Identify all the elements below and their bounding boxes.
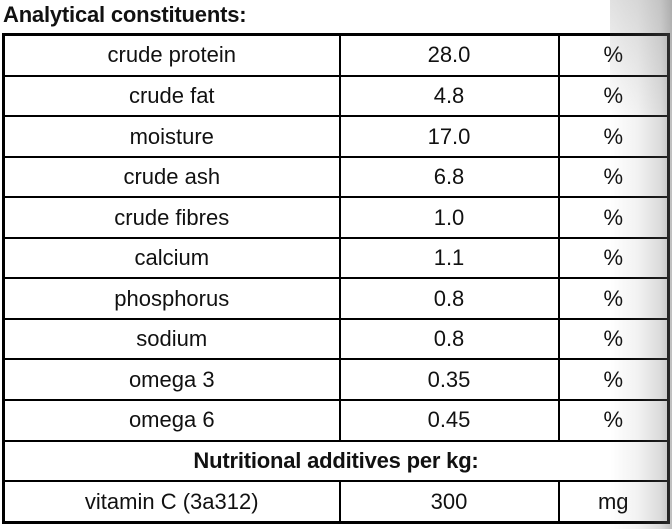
constituent-value: 0.8	[338, 277, 560, 320]
table-row: calcium 1.1 %	[2, 236, 670, 280]
constituent-unit: %	[557, 115, 670, 158]
additive-name: vitamin C (3a312)	[2, 480, 341, 524]
constituent-unit: %	[557, 277, 670, 320]
constituent-unit: %	[557, 236, 670, 280]
constituent-value: 28.0	[338, 33, 560, 77]
constituent-name: crude fibres	[2, 196, 341, 239]
nutritional-additives-header: Nutritional additives per kg:	[2, 439, 670, 483]
constituent-name: omega 6	[2, 399, 341, 442]
additive-value: 300	[338, 480, 560, 524]
constituent-name: crude fat	[2, 74, 341, 118]
constituent-name: calcium	[2, 236, 341, 280]
table-row: omega 3 0.35 %	[2, 358, 670, 402]
constituent-value: 4.8	[338, 74, 560, 118]
table-row: crude protein 28.0 %	[2, 33, 670, 77]
constituent-value: 0.35	[338, 358, 560, 402]
constituent-unit: %	[557, 74, 670, 118]
constituent-name: crude ash	[2, 155, 341, 199]
constituent-value: 1.1	[338, 236, 560, 280]
constituent-value: 1.0	[338, 196, 560, 239]
analytical-constituents-table: crude protein 28.0 % crude fat 4.8 % moi…	[2, 33, 670, 524]
constituent-unit: %	[557, 317, 670, 361]
additive-row: vitamin C (3a312) 300 mg	[2, 480, 670, 524]
constituent-name: crude protein	[2, 33, 341, 77]
constituent-name: phosphorus	[2, 277, 341, 320]
constituent-unit: %	[557, 33, 670, 77]
table-row: phosphorus 0.8 %	[2, 277, 670, 320]
constituent-unit: %	[557, 358, 670, 402]
table-row: crude fibres 1.0 %	[2, 196, 670, 239]
table-row: crude ash 6.8 %	[2, 155, 670, 199]
constituent-name: omega 3	[2, 358, 341, 402]
table-row: sodium 0.8 %	[2, 317, 670, 361]
constituent-unit: %	[557, 155, 670, 199]
constituent-value: 0.45	[338, 399, 560, 442]
constituent-name: sodium	[2, 317, 341, 361]
constituent-value: 6.8	[338, 155, 560, 199]
constituent-value: 0.8	[338, 317, 560, 361]
table-row: crude fat 4.8 %	[2, 74, 670, 118]
table-row: omega 6 0.45 %	[2, 399, 670, 442]
constituent-name: moisture	[2, 115, 341, 158]
constituent-unit: %	[557, 399, 670, 442]
section-header-row: Nutritional additives per kg:	[2, 439, 670, 483]
additive-unit: mg	[557, 480, 670, 524]
analytical-constituents-title: Analytical constituents:	[3, 2, 247, 27]
constituent-value: 17.0	[338, 115, 560, 158]
table-row: moisture 17.0 %	[2, 115, 670, 158]
constituent-unit: %	[557, 196, 670, 239]
